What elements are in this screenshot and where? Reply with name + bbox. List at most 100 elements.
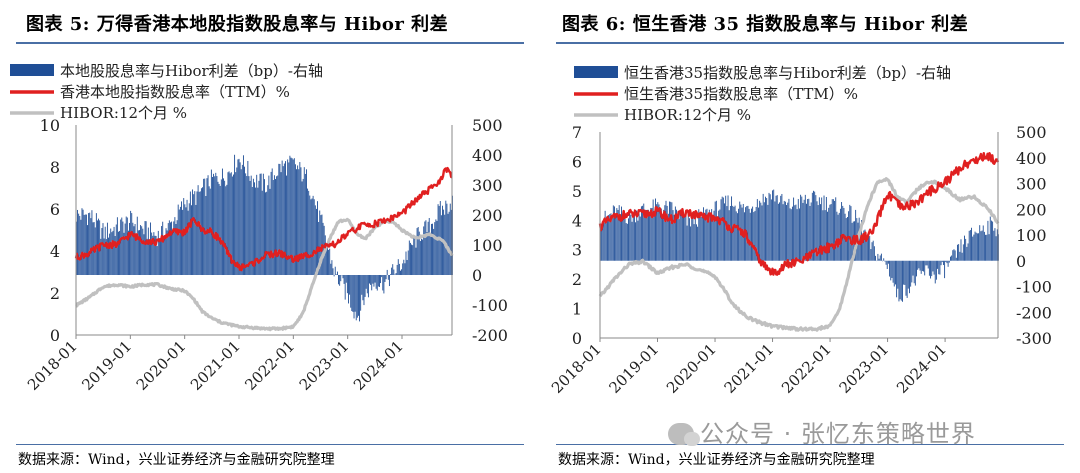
spread-bar [404,263,406,275]
spread-bar [674,206,676,261]
spread-bar [240,169,242,275]
spread-bar [269,188,271,275]
spread-bar [181,201,182,275]
spread-bar [779,202,780,261]
spread-bar [690,226,692,261]
spread-bar [118,231,119,275]
spread-bar [781,193,783,261]
spread-bar [944,260,946,279]
spread-bar [694,212,696,261]
y-right-tick-label: -100 [472,296,508,315]
spread-bars [600,189,999,302]
spread-bar [125,216,127,275]
spread-bar [996,229,998,261]
legend-label: 恒生香港35指数股息率（TTM）% [624,85,858,103]
spread-bar [931,260,933,277]
spread-bar [801,196,803,261]
spread-bar [221,168,223,275]
spread-bar [390,274,391,275]
spread-bar [236,167,238,275]
spread-bar [969,230,971,261]
spread-bar [800,194,802,261]
spread-bar [319,210,321,275]
spread-bar [935,260,937,280]
spread-bar [338,275,339,285]
spread-bar [703,207,704,261]
y-right-tick-label: 500 [1016,123,1047,142]
spread-bar [814,191,816,261]
spread-bar [206,178,208,275]
y-left-tick-label: 8 [50,158,60,177]
spread-bar [146,238,148,275]
spread-bar [267,185,269,275]
spread-bar [373,275,375,287]
spread-bar [902,260,903,302]
spread-bar [382,275,384,291]
spread-bar [914,260,916,286]
spread-bar [736,213,738,261]
spread-bar [732,205,734,261]
spread-bar [909,260,910,294]
spread-bar [660,208,662,261]
spread-bar [818,197,820,261]
spread-bar [215,172,217,275]
x-tick-label: 2019-01 [606,340,663,397]
spread-bar [398,263,400,275]
spread-bar [397,259,399,275]
spread-bar [289,155,291,275]
spread-bar [712,219,714,261]
spread-bar [980,231,982,261]
spread-bar [646,209,648,261]
y-left-tick-label: 4 [50,242,60,261]
spread-bar [425,220,427,275]
spread-bar [265,192,267,275]
spread-bar [147,227,149,275]
title-rule [16,42,524,44]
spread-bar [959,251,961,261]
spread-bar [350,275,352,308]
spread-bar [754,210,756,261]
spread-bar [631,221,633,261]
spread-bar [77,209,79,275]
spread-bar [900,260,902,301]
y-left-tick-label: 10 [40,116,60,135]
spread-bar [933,260,935,275]
spread-bar [647,209,649,261]
spread-bar [891,260,893,278]
spread-bar [170,222,171,275]
spread-bar [150,222,151,275]
spread-bar [388,275,390,287]
spread-bar [178,209,180,275]
spread-bar [608,215,610,261]
spread-bar [254,182,255,275]
spread-bar [699,212,701,261]
spread-bar [831,199,833,261]
x-tick-label: 2024-01 [350,337,407,394]
spread-bar [299,162,301,275]
spread-bar [875,255,876,261]
spread-bar [666,205,668,261]
spread-bar [811,192,813,261]
y-left-tick-label: 3 [572,241,582,260]
spread-bar [870,249,872,261]
spread-bar [643,203,645,261]
spread-bar [417,227,419,275]
spread-bar [786,205,788,261]
spread-bar [982,225,984,261]
spread-bar [839,208,841,261]
spread-bar [659,208,661,261]
spread-bar [361,275,363,295]
spread-bar [436,220,438,275]
spread-bar [644,209,646,261]
spread-bar [774,201,776,261]
spread-bar [776,195,778,261]
spread-bar [113,226,115,275]
spread-bar [231,176,233,275]
spread-bar [934,260,936,284]
spread-bar [163,235,165,275]
spread-bar [188,203,190,275]
spread-bar [165,228,167,275]
spread-bar [422,239,424,275]
y-right-tick-label: -100 [1016,278,1052,297]
spread-bar [883,258,885,261]
